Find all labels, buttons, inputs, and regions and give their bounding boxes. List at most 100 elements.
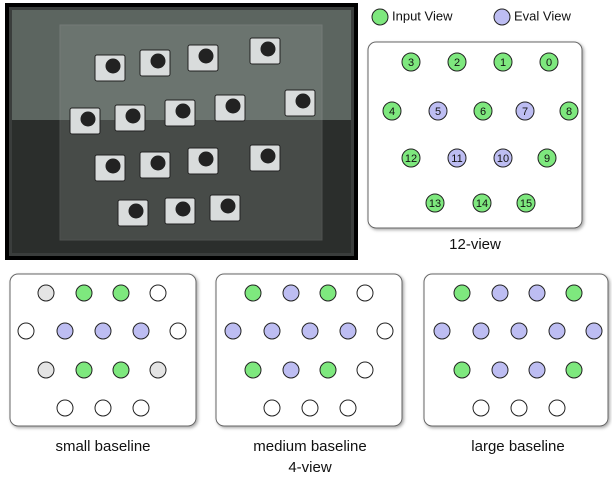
caption: 12-view — [449, 236, 501, 253]
camera-lens — [80, 111, 96, 127]
camera-lens — [260, 148, 276, 164]
view-node — [491, 284, 509, 302]
view-node — [491, 361, 509, 379]
view-node — [539, 52, 559, 72]
view-node — [112, 361, 130, 379]
view-node — [493, 148, 513, 168]
view-node — [548, 322, 566, 340]
view-node — [319, 361, 337, 379]
view-node — [473, 101, 493, 121]
camera-lens — [175, 201, 191, 217]
view-node — [433, 322, 451, 340]
view-node — [510, 399, 528, 417]
view-node — [224, 322, 242, 340]
camera-lens — [260, 41, 276, 57]
view-node — [37, 284, 55, 302]
view-node — [112, 284, 130, 302]
view-node — [149, 361, 167, 379]
view-node — [428, 101, 448, 121]
node-label: 10 — [497, 153, 509, 165]
view-node — [493, 52, 513, 72]
camera-lens — [105, 58, 121, 74]
view-node — [263, 399, 281, 417]
view-node — [472, 322, 490, 340]
view-node — [132, 322, 150, 340]
node-label: 4 — [389, 106, 395, 118]
node-label: 12 — [405, 153, 417, 165]
view-node — [17, 322, 35, 340]
view-node — [75, 284, 93, 302]
view-node — [244, 361, 262, 379]
legend-label: Input View — [392, 8, 453, 23]
view-node — [149, 284, 167, 302]
view-node — [339, 322, 357, 340]
view-node — [510, 322, 528, 340]
view-node — [425, 193, 445, 213]
view-node — [94, 322, 112, 340]
camera-lens — [125, 108, 141, 124]
camera-lens — [198, 151, 214, 167]
view-node — [301, 322, 319, 340]
camera-lens — [150, 155, 166, 171]
view-node — [447, 148, 467, 168]
view-node — [565, 284, 583, 302]
node-label: 15 — [520, 198, 532, 210]
camera-rig-photo — [5, 3, 358, 260]
view-node — [356, 284, 374, 302]
view-node — [263, 322, 281, 340]
view-node — [548, 399, 566, 417]
view-node — [282, 361, 300, 379]
view-node — [244, 284, 262, 302]
view-node — [75, 361, 93, 379]
view-node — [376, 322, 394, 340]
view-node — [56, 322, 74, 340]
view-node — [585, 322, 603, 340]
legend-swatch — [493, 8, 511, 26]
view-node — [37, 361, 55, 379]
panel — [215, 273, 403, 427]
node-label: 13 — [429, 198, 441, 210]
view-node — [132, 399, 150, 417]
caption: medium baseline — [253, 438, 366, 455]
view-node — [472, 193, 492, 213]
panel — [9, 273, 197, 427]
panel — [367, 41, 583, 229]
camera-lens — [128, 203, 144, 219]
panel — [423, 273, 609, 427]
caption: large baseline — [471, 438, 564, 455]
node-label: 5 — [435, 106, 441, 118]
node-label: 1 — [500, 57, 506, 69]
camera-lens — [150, 53, 166, 69]
view-node — [472, 399, 490, 417]
caption: 4-view — [288, 459, 332, 476]
view-node — [401, 148, 421, 168]
view-node — [319, 284, 337, 302]
node-label: 14 — [476, 198, 488, 210]
node-label: 8 — [566, 106, 572, 118]
view-node — [94, 399, 112, 417]
node-label: 2 — [454, 57, 460, 69]
node-label: 0 — [546, 57, 552, 69]
caption: small baseline — [55, 438, 150, 455]
view-node — [453, 361, 471, 379]
node-label: 6 — [480, 106, 486, 118]
camera-lens — [225, 98, 241, 114]
view-node — [401, 52, 421, 72]
view-node — [559, 101, 579, 121]
camera-lens — [295, 93, 311, 109]
view-node — [382, 101, 402, 121]
camera-lens — [175, 103, 191, 119]
view-node — [515, 101, 535, 121]
view-node — [528, 361, 546, 379]
view-node — [169, 322, 187, 340]
node-label: 7 — [522, 106, 528, 118]
node-label: 9 — [544, 153, 550, 165]
view-node — [301, 399, 319, 417]
view-node — [356, 361, 374, 379]
view-node — [565, 361, 583, 379]
camera-lens — [220, 198, 236, 214]
camera-lens — [198, 48, 214, 64]
camera-lens — [105, 158, 121, 174]
view-node — [282, 284, 300, 302]
